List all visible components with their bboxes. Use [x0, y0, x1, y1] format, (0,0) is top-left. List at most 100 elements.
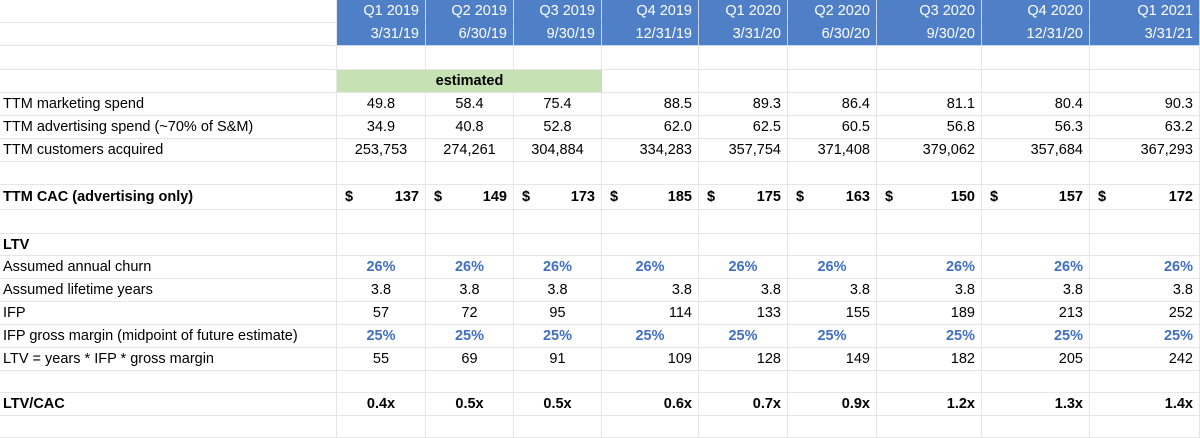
empty-cell[interactable] [426, 46, 514, 70]
empty-cell[interactable] [337, 162, 426, 185]
cell-cac[interactable]: $173 [514, 185, 602, 210]
empty-cell[interactable] [514, 162, 602, 185]
header-quarter[interactable]: Q3 2019 [514, 0, 602, 23]
cell-lifetime[interactable]: 3.8 [1090, 279, 1200, 302]
cell-cac[interactable]: $137 [337, 185, 426, 210]
cell-gross-margin[interactable]: 25% [699, 325, 788, 348]
empty-cell[interactable] [337, 46, 426, 70]
cell-cac[interactable]: $185 [602, 185, 699, 210]
cell-ltv[interactable]: 242 [1090, 348, 1200, 371]
row-label-advertising[interactable]: TTM advertising spend (~70% of S&M) [0, 116, 337, 139]
empty-cell[interactable] [788, 416, 877, 438]
empty-cell[interactable] [514, 210, 602, 234]
empty-cell[interactable] [426, 234, 514, 256]
empty-cell[interactable] [0, 371, 337, 393]
empty-cell[interactable] [982, 416, 1090, 438]
empty-cell[interactable] [602, 46, 699, 70]
row-label-empty[interactable] [0, 23, 337, 46]
empty-cell[interactable] [514, 371, 602, 393]
empty-cell[interactable] [514, 234, 602, 256]
empty-cell[interactable] [982, 371, 1090, 393]
cell-ltv[interactable]: 91 [514, 348, 602, 371]
cell-lifetime[interactable]: 3.8 [337, 279, 426, 302]
empty-cell[interactable] [699, 371, 788, 393]
cell-marketing[interactable]: 86.4 [788, 93, 877, 116]
empty-cell[interactable] [602, 162, 699, 185]
empty-cell[interactable] [788, 234, 877, 256]
empty-cell[interactable] [1090, 210, 1200, 234]
cell-advertising[interactable]: 56.3 [982, 116, 1090, 139]
cell-gross-margin[interactable]: 25% [1090, 325, 1200, 348]
row-label-marketing[interactable]: TTM marketing spend [0, 93, 337, 116]
empty-cell[interactable] [699, 162, 788, 185]
header-date[interactable]: 6/30/19 [426, 23, 514, 46]
cell-gross-margin[interactable]: 25% [337, 325, 426, 348]
cell-customers[interactable]: 357,684 [982, 139, 1090, 162]
empty-cell[interactable] [877, 46, 982, 70]
empty-cell[interactable] [788, 210, 877, 234]
empty-cell[interactable] [982, 46, 1090, 70]
cell-ltv-cac[interactable]: 1.3x [982, 393, 1090, 416]
cell-lifetime[interactable]: 3.8 [877, 279, 982, 302]
empty-cell[interactable] [1090, 234, 1200, 256]
cell-gross-margin[interactable]: 25% [788, 325, 877, 348]
header-date[interactable]: 12/31/20 [982, 23, 1090, 46]
cell-lifetime[interactable]: 3.8 [514, 279, 602, 302]
empty-cell[interactable] [337, 416, 426, 438]
header-quarter[interactable]: Q2 2020 [788, 0, 877, 23]
header-date[interactable]: 3/31/20 [699, 23, 788, 46]
empty-cell[interactable] [426, 416, 514, 438]
cell-marketing[interactable]: 90.3 [1090, 93, 1200, 116]
cell-churn[interactable]: 26% [699, 256, 788, 279]
row-label-gross-margin[interactable]: IFP gross margin (midpoint of future est… [0, 325, 337, 348]
header-date[interactable]: 12/31/19 [602, 23, 699, 46]
cell-churn[interactable]: 26% [514, 256, 602, 279]
cell-churn[interactable]: 26% [1090, 256, 1200, 279]
empty-cell[interactable] [0, 162, 337, 185]
cell-customers[interactable]: 371,408 [788, 139, 877, 162]
cell-lifetime[interactable]: 3.8 [788, 279, 877, 302]
cell-ltv[interactable]: 205 [982, 348, 1090, 371]
empty-cell[interactable] [699, 210, 788, 234]
empty-cell[interactable] [877, 162, 982, 185]
cell-ltv-cac[interactable]: 0.9x [788, 393, 877, 416]
cell-lifetime[interactable]: 3.8 [699, 279, 788, 302]
cell-advertising[interactable]: 63.2 [1090, 116, 1200, 139]
empty-cell[interactable] [982, 162, 1090, 185]
cell-ifp[interactable]: 133 [699, 302, 788, 325]
cell-gross-margin[interactable]: 25% [982, 325, 1090, 348]
cell-lifetime[interactable]: 3.8 [982, 279, 1090, 302]
row-label-churn[interactable]: Assumed annual churn [0, 256, 337, 279]
cell-advertising[interactable]: 60.5 [788, 116, 877, 139]
cell-marketing[interactable]: 75.4 [514, 93, 602, 116]
cell-marketing[interactable]: 81.1 [877, 93, 982, 116]
empty-cell[interactable] [514, 46, 602, 70]
cell-ifp[interactable]: 57 [337, 302, 426, 325]
header-quarter[interactable]: Q2 2019 [426, 0, 514, 23]
empty-cell[interactable] [0, 70, 337, 93]
row-label-customers[interactable]: TTM customers acquired [0, 139, 337, 162]
cell-marketing[interactable]: 49.8 [337, 93, 426, 116]
empty-cell[interactable] [426, 210, 514, 234]
cell-advertising[interactable]: 62.5 [699, 116, 788, 139]
cell-advertising[interactable]: 34.9 [337, 116, 426, 139]
header-date[interactable]: 9/30/20 [877, 23, 982, 46]
cell-lifetime[interactable]: 3.8 [426, 279, 514, 302]
row-label-cac[interactable]: TTM CAC (advertising only) [0, 185, 337, 210]
cell-cac[interactable]: $175 [699, 185, 788, 210]
cell-cac[interactable]: $172 [1090, 185, 1200, 210]
cell-cac[interactable]: $157 [982, 185, 1090, 210]
row-label-ltv-cac[interactable]: LTV/CAC [0, 393, 337, 416]
empty-cell[interactable] [788, 46, 877, 70]
cell-ltv-cac[interactable]: 0.7x [699, 393, 788, 416]
header-date[interactable]: 3/31/19 [337, 23, 426, 46]
empty-cell[interactable] [877, 416, 982, 438]
empty-cell[interactable] [602, 70, 699, 93]
cell-customers[interactable]: 304,884 [514, 139, 602, 162]
cell-ltv-cac[interactable]: 0.5x [426, 393, 514, 416]
empty-cell[interactable] [1090, 371, 1200, 393]
empty-cell[interactable] [877, 234, 982, 256]
empty-cell[interactable] [602, 416, 699, 438]
cell-churn[interactable]: 26% [426, 256, 514, 279]
header-quarter[interactable]: Q1 2020 [699, 0, 788, 23]
